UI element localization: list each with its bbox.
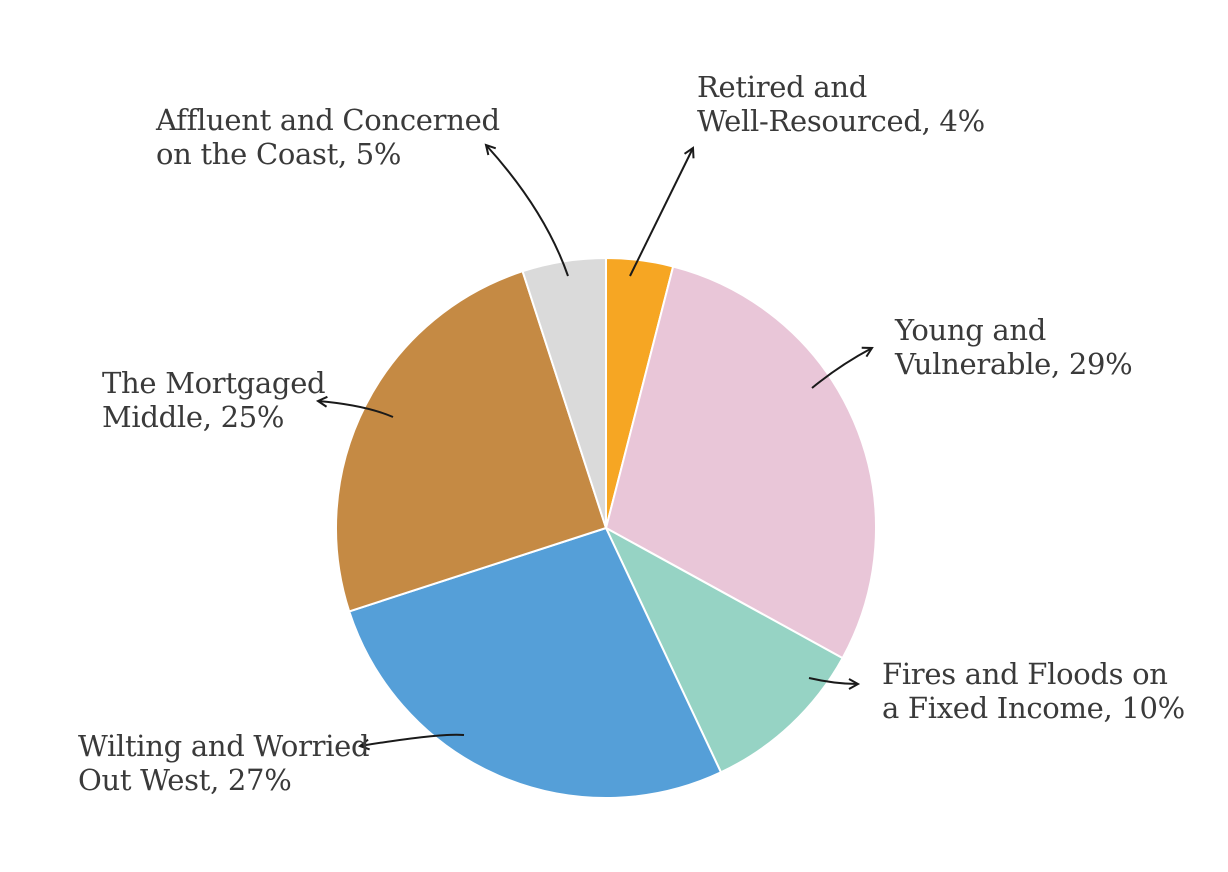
arrow-slice-1 (811, 346, 874, 389)
label-arrows (315, 143, 874, 751)
label-slice-1: Young and Vulnerable, 29% (894, 313, 1132, 381)
label-slice-5: Affluent and Concerned on the Coast, 5% (155, 103, 509, 171)
pie-slice-2 (605, 527, 844, 774)
pie-slices (335, 257, 877, 799)
slice-labels: Retired and Well-Resourced, 4% Young and… (78, 70, 1185, 797)
pie-slice-1 (605, 265, 877, 660)
arrow-slice-2 (808, 677, 861, 690)
label-slice-2: Fires and Floods on a Fixed Income, 10% (882, 657, 1185, 725)
pie-slice-3 (348, 527, 722, 799)
arrow-slice-4 (315, 395, 394, 418)
pie-slice-4 (335, 270, 607, 613)
arrow-slice-3 (357, 733, 465, 751)
pie-slice-5 (521, 257, 607, 529)
label-slice-4: The Mortgaged Middle, 25% (102, 366, 334, 434)
label-slice-3: Wilting and Worried Out West, 27% (78, 729, 378, 797)
label-slice-0: Retired and Well-Resourced, 4% (697, 70, 985, 138)
arrow-slice-0 (629, 146, 695, 277)
arrow-slice-5 (484, 143, 569, 277)
